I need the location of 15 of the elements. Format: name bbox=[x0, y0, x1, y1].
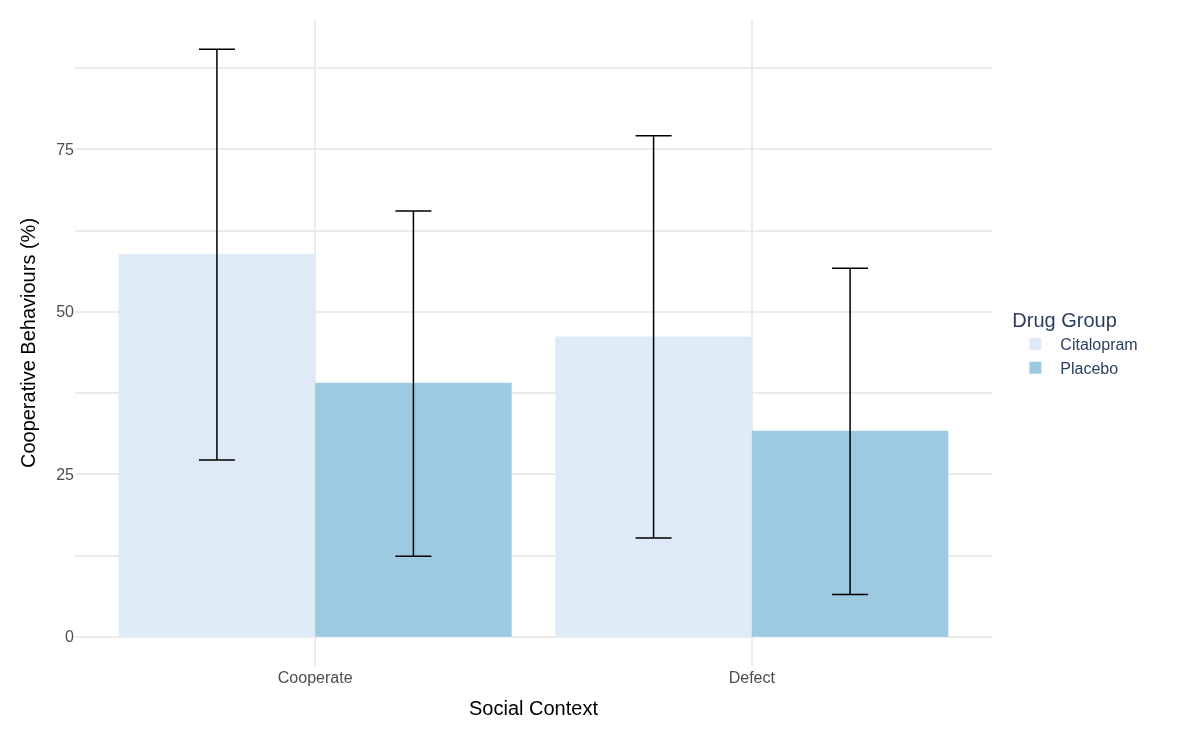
bar bbox=[555, 336, 752, 637]
y-tick-label: 75 bbox=[56, 140, 75, 158]
legend-label: Citalopram bbox=[1060, 336, 1138, 354]
x-tick-label: Cooperate bbox=[277, 669, 353, 686]
legend-label: Placebo bbox=[1060, 359, 1119, 377]
legend-title: Drug Group bbox=[1012, 309, 1117, 331]
x-tick-label: Defect bbox=[728, 669, 776, 686]
y-tick-label: 25 bbox=[56, 465, 75, 483]
x-axis-title: Social Context bbox=[469, 696, 599, 719]
bar bbox=[751, 430, 949, 637]
bar bbox=[315, 382, 512, 637]
y-axis-title: Cooperative Behaviours (%) bbox=[16, 217, 39, 469]
y-tick-label: 0 bbox=[65, 628, 75, 646]
y-tick-label: 50 bbox=[56, 303, 75, 321]
bar bbox=[118, 253, 316, 637]
